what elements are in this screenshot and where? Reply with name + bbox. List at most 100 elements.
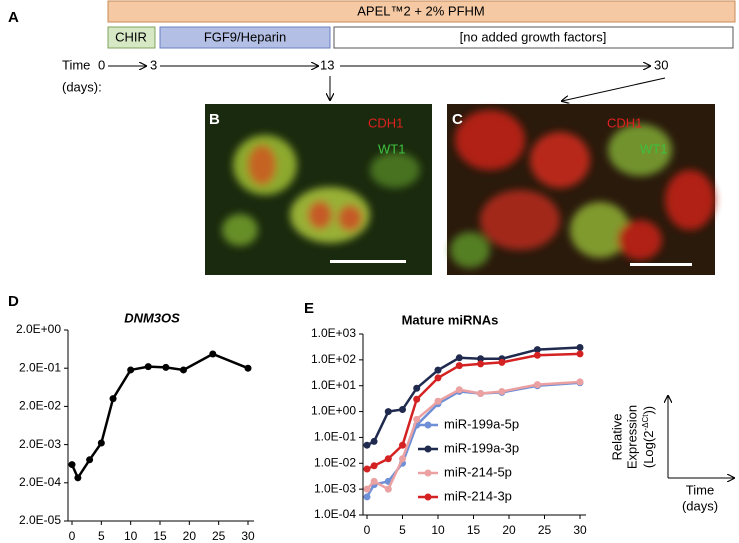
data-point xyxy=(68,461,76,469)
data-point xyxy=(576,344,584,352)
y-tick-label: 2.0E-01 xyxy=(19,360,61,374)
data-point xyxy=(109,395,117,403)
data-point xyxy=(498,358,506,366)
x-tick-label: 10 xyxy=(431,523,445,537)
y-tick-label: 1.0E+01 xyxy=(311,378,356,392)
data-point xyxy=(413,395,421,403)
panel-label: E xyxy=(304,300,314,317)
data-point xyxy=(86,456,94,464)
inset-y-part: )) xyxy=(641,406,656,415)
data-point xyxy=(434,366,442,374)
data-point xyxy=(74,474,82,482)
arrow xyxy=(562,77,666,101)
legend-label: miR-199a-3p xyxy=(444,440,519,455)
data-point xyxy=(384,455,392,463)
panel-label: B xyxy=(209,111,220,128)
data-point xyxy=(413,384,421,392)
time-point: 3 xyxy=(150,57,157,72)
y-tick-label: 1.0E+00 xyxy=(311,404,356,418)
data-point xyxy=(384,485,392,493)
inset-x-label: (days) xyxy=(682,498,718,513)
data-point xyxy=(399,441,406,449)
y-tick-label: 2.0E+00 xyxy=(16,322,61,336)
inset-y-sup: -ΔCt xyxy=(641,414,650,431)
x-tick-label: 0 xyxy=(364,523,371,537)
fgf9-box xyxy=(159,26,331,49)
data-point xyxy=(434,397,442,405)
data-point xyxy=(363,485,371,493)
data-point xyxy=(413,415,421,423)
data-point xyxy=(477,389,485,397)
y-tick-label: 2.0E-04 xyxy=(19,475,61,489)
phase-text: FGF9/Heparin xyxy=(204,29,286,44)
legend-label: miR-214-5p xyxy=(444,464,512,479)
phase-text: CHIR xyxy=(115,29,147,44)
time-point: 30 xyxy=(654,57,668,72)
data-point xyxy=(399,455,406,463)
stain-label: CDH1 xyxy=(607,115,642,130)
data-point xyxy=(533,381,541,389)
data-point xyxy=(127,366,135,374)
x-tick-label: 5 xyxy=(98,529,105,543)
stain-label: WT1 xyxy=(640,141,667,156)
stain-label: WT1 xyxy=(378,141,405,156)
x-tick-label: 10 xyxy=(124,529,138,543)
data-point xyxy=(576,350,584,358)
data-point xyxy=(162,363,170,371)
inset-y-label: Expression xyxy=(624,405,639,469)
inset-x-label: Time xyxy=(686,482,714,497)
data-point xyxy=(576,378,584,386)
micrograph-b xyxy=(205,104,432,275)
phase-text: [no added growth factors] xyxy=(460,29,607,44)
data-point xyxy=(97,439,105,447)
time-point: 0 xyxy=(98,57,105,72)
data-point xyxy=(399,406,406,414)
medium-bar xyxy=(107,0,736,23)
panel-label: D xyxy=(8,293,19,310)
data-point xyxy=(363,493,371,501)
inset-y-label: Relative xyxy=(609,414,624,461)
y-tick-label: 1.0E-04 xyxy=(314,507,356,521)
y-tick-label: 2.0E-02 xyxy=(19,399,61,413)
chart-title: Mature miRNAs xyxy=(402,312,499,327)
legend-label: miR-214-3p xyxy=(444,488,512,503)
panel-label: C xyxy=(452,111,463,128)
stain-label: CDH1 xyxy=(368,115,403,130)
y-tick-label: 2.0E-05 xyxy=(19,513,61,527)
x-tick-label: 30 xyxy=(241,529,255,543)
legend-marker xyxy=(424,421,432,429)
data-point xyxy=(144,363,152,371)
legend-label: miR-199a-5p xyxy=(444,416,519,431)
data-point xyxy=(370,477,378,485)
x-tick-label: 15 xyxy=(153,529,167,543)
x-tick-label: 20 xyxy=(183,529,197,543)
x-tick-label: 30 xyxy=(573,523,587,537)
data-point xyxy=(179,366,187,374)
data-point xyxy=(477,360,485,368)
y-tick-label: 1.0E-02 xyxy=(314,455,356,469)
data-point xyxy=(244,364,252,372)
data-point xyxy=(370,462,378,470)
legend-marker xyxy=(424,493,432,501)
data-point xyxy=(363,441,371,449)
data-point xyxy=(477,355,485,363)
y-tick-label: 1.0E+02 xyxy=(311,352,356,366)
data-point xyxy=(498,387,506,395)
data-point xyxy=(384,408,392,416)
data-point xyxy=(533,351,541,359)
data-point xyxy=(434,374,442,382)
time-label: Time xyxy=(62,57,90,72)
inset-y-part: (Log(2 xyxy=(641,431,656,469)
series-line xyxy=(70,352,249,481)
time-point: 13 xyxy=(320,57,334,72)
legend-marker xyxy=(424,469,432,477)
data-point xyxy=(455,354,463,362)
y-tick-label: 2.0E-03 xyxy=(19,437,61,451)
x-tick-label: 25 xyxy=(538,523,552,537)
panel-label: A xyxy=(8,9,19,26)
x-tick-label: 15 xyxy=(467,523,481,537)
x-tick-label: 0 xyxy=(69,529,76,543)
x-tick-label: 5 xyxy=(399,523,406,537)
data-point xyxy=(209,350,217,358)
no-gf-box xyxy=(333,26,734,49)
